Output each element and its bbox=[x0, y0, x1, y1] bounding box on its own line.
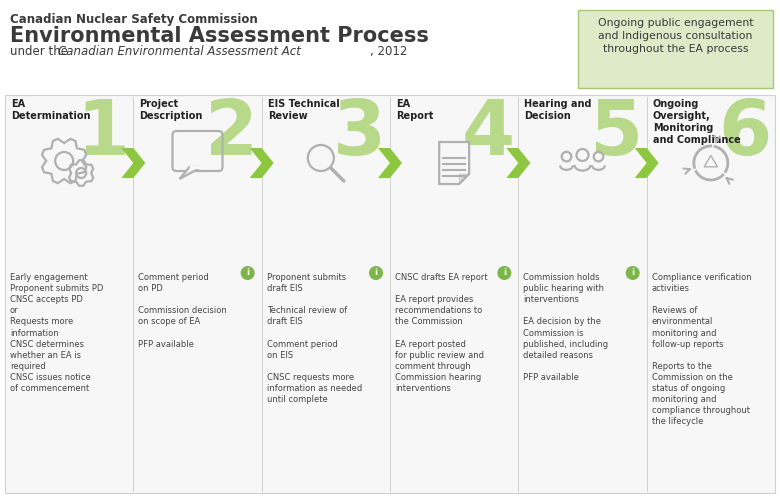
Text: Canadian Nuclear Safety Commission: Canadian Nuclear Safety Commission bbox=[10, 13, 257, 26]
Text: Environmental Assessment Process: Environmental Assessment Process bbox=[10, 26, 429, 46]
Text: 4: 4 bbox=[461, 97, 514, 171]
Text: 1: 1 bbox=[76, 97, 129, 171]
Text: Hearing and
Decision: Hearing and Decision bbox=[524, 99, 592, 121]
Text: i: i bbox=[631, 267, 634, 276]
Circle shape bbox=[241, 266, 254, 280]
Text: Compliance verification
activities

Reviews of
environmental
monitoring and
foll: Compliance verification activities Revie… bbox=[651, 273, 751, 426]
Polygon shape bbox=[459, 174, 469, 184]
Text: Proponent submits
draft EIS

Technical review of
draft EIS

Comment period
on EI: Proponent submits draft EIS Technical re… bbox=[267, 273, 362, 404]
Text: Comment period
on PD

Commission decision
on scope of EA

PFP available: Comment period on PD Commission decision… bbox=[138, 273, 227, 349]
Text: Project
Description: Project Description bbox=[140, 99, 203, 121]
Text: 6: 6 bbox=[718, 97, 771, 171]
Polygon shape bbox=[506, 148, 530, 178]
Circle shape bbox=[626, 266, 640, 280]
Text: Commission holds
public hearing with
interventions

EA decision by the
Commissio: Commission holds public hearing with int… bbox=[523, 273, 608, 382]
Polygon shape bbox=[635, 148, 658, 178]
Polygon shape bbox=[250, 148, 274, 178]
Text: 2: 2 bbox=[204, 97, 257, 171]
Text: i: i bbox=[374, 267, 378, 276]
Circle shape bbox=[369, 266, 383, 280]
Polygon shape bbox=[439, 142, 469, 184]
Text: Early engagement
Proponent submits PD
CNSC accepts PD
or
Requests more
informati: Early engagement Proponent submits PD CN… bbox=[10, 273, 104, 393]
Text: i: i bbox=[503, 267, 506, 276]
Circle shape bbox=[498, 266, 512, 280]
Polygon shape bbox=[122, 148, 145, 178]
Text: Ongoing public engagement
and Indigenous consultation
throughout the EA process: Ongoing public engagement and Indigenous… bbox=[597, 18, 753, 54]
FancyBboxPatch shape bbox=[5, 95, 775, 493]
Polygon shape bbox=[179, 167, 201, 179]
Text: Ongoing
Oversight,
Monitoring
and Compliance: Ongoing Oversight, Monitoring and Compli… bbox=[653, 99, 740, 145]
Polygon shape bbox=[378, 148, 402, 178]
Text: , 2012: , 2012 bbox=[370, 45, 407, 58]
FancyBboxPatch shape bbox=[578, 10, 773, 88]
Text: EA
Determination: EA Determination bbox=[11, 99, 90, 121]
Text: i: i bbox=[246, 267, 250, 276]
Text: 3: 3 bbox=[333, 97, 386, 171]
Text: Canadian Environmental Assessment Act: Canadian Environmental Assessment Act bbox=[58, 45, 301, 58]
Text: EA
Report: EA Report bbox=[396, 99, 434, 121]
Text: 5: 5 bbox=[590, 97, 643, 171]
Text: under the: under the bbox=[10, 45, 72, 58]
Text: EIS Technical
Review: EIS Technical Review bbox=[268, 99, 339, 121]
Text: CNSC drafts EA report

EA report provides
recommendations to
the Commission

EA : CNSC drafts EA report EA report provides… bbox=[395, 273, 488, 393]
